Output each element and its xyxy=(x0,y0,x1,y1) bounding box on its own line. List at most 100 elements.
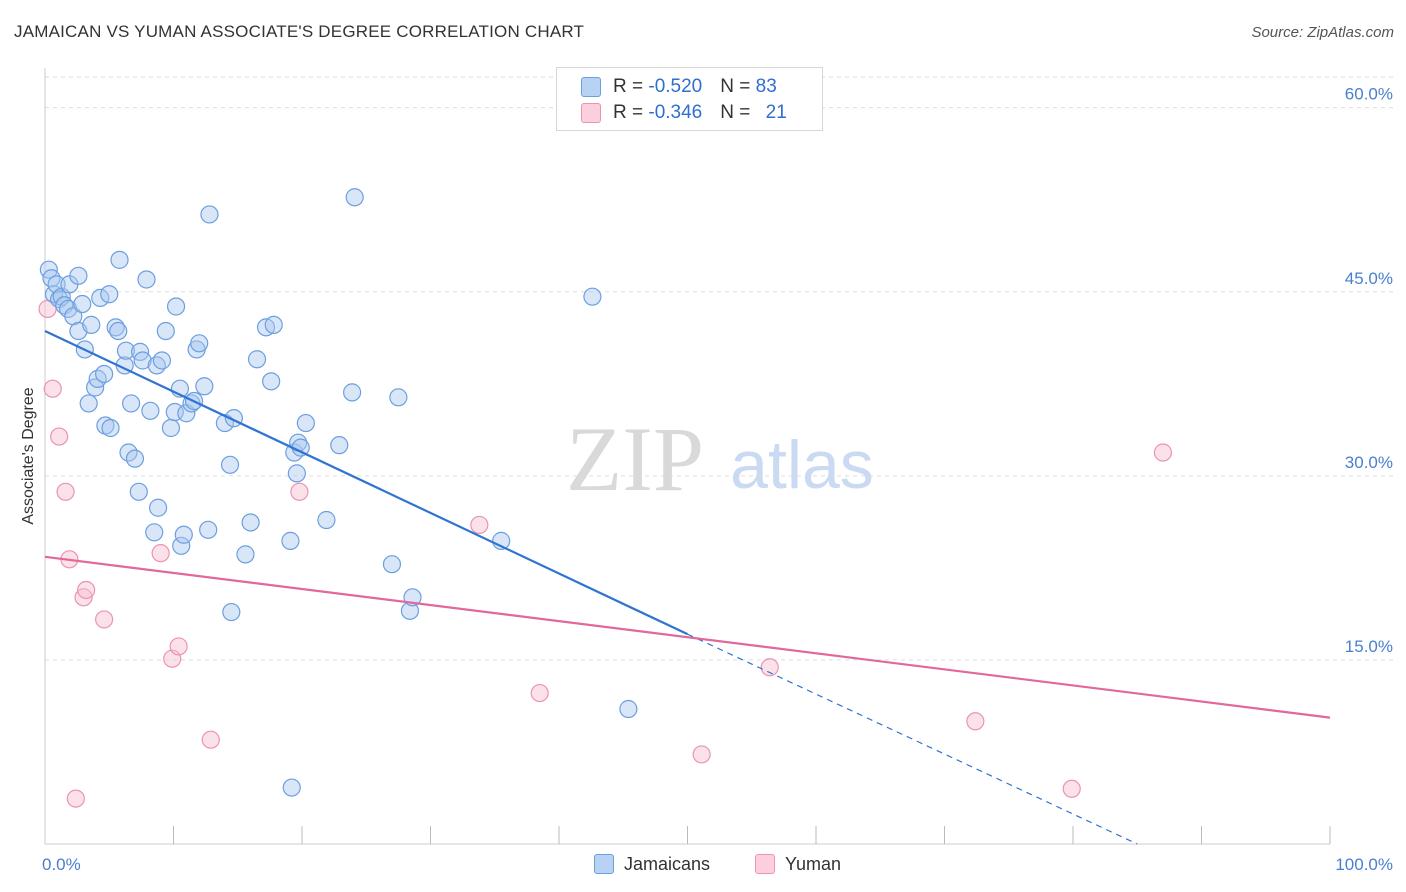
yuman-point xyxy=(74,588,93,607)
y-tick-label: 45.0% xyxy=(1345,269,1393,288)
jamaican-point xyxy=(199,520,218,539)
yuman-points xyxy=(38,299,1173,808)
legend-n-value: 83 xyxy=(755,76,777,97)
bottom-legend-label: Yuman xyxy=(785,853,842,874)
bottom-legend-label: Jamaicans xyxy=(624,853,711,874)
yuman-point xyxy=(201,730,220,749)
jamaican-point xyxy=(141,401,160,420)
jamaican-point xyxy=(287,464,306,483)
jamaican-point xyxy=(82,315,101,334)
blue-swatch xyxy=(581,77,601,97)
jamaican-point xyxy=(161,418,181,438)
jamaican-point xyxy=(121,394,141,413)
x-tick-label-min: 0.0% xyxy=(42,855,81,874)
watermark-zip: ZIP xyxy=(566,408,704,510)
yuman-point xyxy=(290,482,309,501)
jamaican-point xyxy=(110,250,129,269)
jamaican-point xyxy=(166,297,186,316)
jamaican-point xyxy=(95,364,114,384)
jamaican-point xyxy=(174,525,193,544)
stats-legend: R = -0.520 N = 83 R = -0.346 N = 21 xyxy=(556,67,823,131)
grid-layer xyxy=(45,76,1393,661)
yuman-trend-line xyxy=(44,555,1331,719)
jamaican-point xyxy=(583,287,602,306)
jamaican-point xyxy=(281,531,300,550)
jamaican-point xyxy=(222,602,241,622)
jamaican-point xyxy=(148,498,168,517)
legend-r-value: -0.346 xyxy=(648,102,703,123)
yuman-point xyxy=(470,515,489,535)
y-tick-label: 15.0% xyxy=(1345,637,1393,656)
legend-n-label: N = xyxy=(720,102,756,123)
jamaican-point xyxy=(282,778,301,797)
jamaican-point xyxy=(137,270,156,289)
jamaican-point xyxy=(147,356,166,375)
jamaican-point xyxy=(172,536,191,555)
yuman-point xyxy=(43,379,62,398)
source-label: Source: ZipAtlas.com xyxy=(1251,24,1394,41)
blue-swatch xyxy=(594,854,614,874)
jamaican-points xyxy=(39,188,638,797)
jamaican-point xyxy=(220,455,240,474)
axis-layer: 15.0% 30.0% 45.0% 60.0% 0.0% 100.0% xyxy=(42,68,1393,874)
jamaican-point xyxy=(79,394,98,413)
yuman-point xyxy=(530,683,549,703)
jamaican-trend-extension xyxy=(687,633,1138,845)
jamaican-point xyxy=(116,341,136,360)
yuman-point xyxy=(169,637,188,656)
yuman-point xyxy=(692,745,711,764)
pink-swatch xyxy=(581,103,601,123)
jamaican-point xyxy=(262,372,281,391)
jamaican-point xyxy=(165,402,184,422)
bottom-legend-yuman: Yuman xyxy=(755,852,841,876)
yuman-point xyxy=(151,544,170,563)
jamaican-point xyxy=(195,377,214,396)
jamaican-point xyxy=(152,351,172,370)
jamaican-point xyxy=(389,388,408,407)
legend-row-jamaicans: R = -0.520 N = 83 xyxy=(581,75,777,99)
jamaican-point xyxy=(69,266,88,285)
chart-title: JAMAICAN VS YUMAN ASSOCIATE'S DEGREE COR… xyxy=(14,22,585,41)
jamaican-point xyxy=(236,545,255,564)
jamaican-point xyxy=(247,350,267,369)
jamaican-point xyxy=(73,294,92,314)
yuman-point xyxy=(66,789,85,808)
jamaican-point xyxy=(100,285,119,304)
jamaican-point xyxy=(343,383,362,402)
yuman-point xyxy=(50,427,69,446)
jamaican-point xyxy=(345,188,364,207)
yuman-point xyxy=(1062,779,1081,798)
jamaican-point xyxy=(382,555,402,574)
yuman-point xyxy=(1153,443,1173,462)
bottom-legend-jamaicans: Jamaicans xyxy=(594,852,710,876)
jamaican-point xyxy=(133,351,152,370)
jamaican-trend-line xyxy=(44,330,688,636)
legend-r-value: -0.520 xyxy=(648,76,703,97)
y-tick-label: 60.0% xyxy=(1345,85,1393,104)
jamaican-point xyxy=(125,449,145,468)
yuman-point xyxy=(760,658,779,677)
jamaican-point xyxy=(101,418,120,438)
jamaican-point xyxy=(190,334,209,353)
jamaican-point xyxy=(264,315,283,334)
trend-lines xyxy=(44,330,1331,845)
jamaican-point xyxy=(156,321,175,341)
watermark-atlas: atlas xyxy=(730,427,874,503)
jamaican-point xyxy=(109,321,128,341)
legend-r-label: R = xyxy=(613,76,649,97)
yuman-point xyxy=(95,610,114,629)
jamaican-point xyxy=(330,436,349,455)
jamaican-point xyxy=(145,523,164,542)
jamaican-point xyxy=(200,205,219,224)
watermark: ZIP atlas xyxy=(566,408,874,510)
jamaican-point xyxy=(129,482,148,501)
y-tick-label: 30.0% xyxy=(1345,453,1393,472)
y-axis-label: Associate's Degree xyxy=(20,387,37,524)
yuman-point xyxy=(77,580,96,600)
legend-n-value: 21 xyxy=(765,102,787,123)
jamaican-point xyxy=(241,513,260,532)
jamaican-point xyxy=(317,510,336,530)
jamaican-point xyxy=(619,699,638,719)
yuman-point xyxy=(966,712,985,731)
